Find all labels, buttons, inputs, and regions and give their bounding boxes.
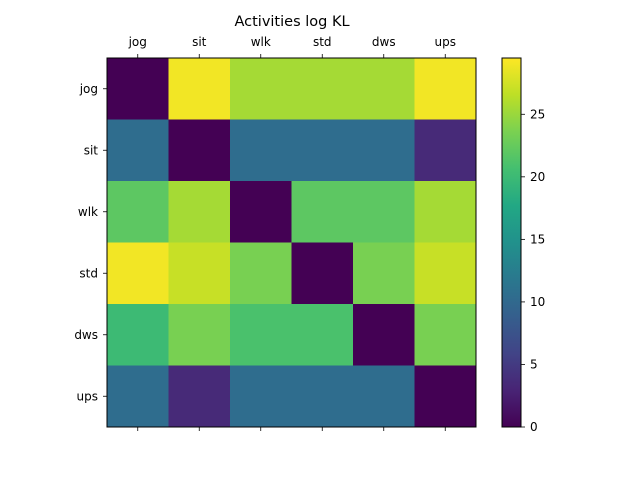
colorbar <box>501 57 522 428</box>
y-tick-label: wlk <box>78 205 98 219</box>
x-axis-ticks: jog sit wlk std dws ups <box>128 35 456 431</box>
heatmap-cell-wlk-ups <box>414 181 477 243</box>
x-tick-label: std <box>313 35 332 49</box>
heatmap-cell-jog-dws <box>353 58 415 120</box>
colorbar-tick-label: 5 <box>530 357 538 371</box>
heatmap-cell-wlk-std <box>291 181 354 243</box>
x-tick-label: ups <box>435 35 456 49</box>
heatmap-cell-sit-ups <box>414 119 477 182</box>
heatmap-cell-jog-wlk <box>230 58 292 120</box>
y-tick-label: dws <box>74 328 98 342</box>
y-tick-label: sit <box>84 143 99 157</box>
heatmap-cell-ups-std <box>291 365 354 428</box>
colorbar-tick-label: 0 <box>530 420 538 434</box>
plot-frame <box>106 57 477 428</box>
heatmap-cell-sit-dws <box>353 119 415 182</box>
heatmap-cell-std-dws <box>353 242 415 305</box>
y-axis-ticks: jog sit wlk std dws ups <box>74 82 107 403</box>
heatmap-cell-sit-sit <box>168 119 231 182</box>
heatmap-cell-ups-dws <box>353 365 415 428</box>
heatmap-cell-sit-std <box>291 119 354 182</box>
y-tick-label: std <box>79 266 98 280</box>
heatmap-cell-dws-wlk <box>230 304 292 366</box>
heatmap-cell-jog-ups <box>414 58 477 120</box>
heatmap-cell-jog-sit <box>168 58 231 120</box>
heatmap-cell-ups-ups <box>414 365 477 428</box>
heatmap-cell-dws-ups <box>414 304 477 366</box>
chart-title: Activities log KL <box>234 14 349 30</box>
colorbar-ticks: 0 5 10 15 20 25 <box>521 107 545 434</box>
heatmap-cell-wlk-wlk <box>230 181 292 243</box>
colorbar-tick-label: 15 <box>530 232 545 246</box>
heatmap-cell-std-wlk <box>230 242 292 305</box>
heatmap-cell-jog-std <box>291 58 354 120</box>
heatmap-cell-ups-sit <box>168 365 231 428</box>
heatmap-cell-wlk-sit <box>168 181 231 243</box>
heatmap-cell-std-sit <box>168 242 231 305</box>
colorbar-tick-label: 25 <box>530 107 545 121</box>
colorbar-tick-label: 20 <box>530 170 545 184</box>
heatmap-cell-dws-sit <box>168 304 231 366</box>
x-tick-label: sit <box>192 35 207 49</box>
x-tick-label: jog <box>128 35 147 49</box>
heatmap-cell-sit-jog <box>107 119 169 182</box>
heatmap-cell-wlk-dws <box>353 181 415 243</box>
heatmap-cell-std-std <box>291 242 354 305</box>
heatmap-cell-dws-std <box>291 304 354 366</box>
heatmap-cell-dws-dws <box>353 304 415 366</box>
heatmap-cell-dws-jog <box>107 304 169 366</box>
heatmap-cell-jog-jog <box>107 58 169 120</box>
y-tick-label: jog <box>79 82 98 96</box>
heatmap-cell-ups-jog <box>107 365 169 428</box>
y-tick-label: ups <box>77 389 98 403</box>
heatmap-cell-ups-wlk <box>230 365 292 428</box>
heatmap-cell-wlk-jog <box>107 181 169 243</box>
heatmap-cell-std-jog <box>107 242 169 305</box>
heatmap-cell-std-ups <box>414 242 477 305</box>
heatmap-cells <box>107 58 477 428</box>
colorbar-tick-label: 10 <box>530 295 545 309</box>
heatmap-cell-sit-wlk <box>230 119 292 182</box>
x-tick-label: wlk <box>251 35 271 49</box>
x-tick-label: dws <box>372 35 396 49</box>
